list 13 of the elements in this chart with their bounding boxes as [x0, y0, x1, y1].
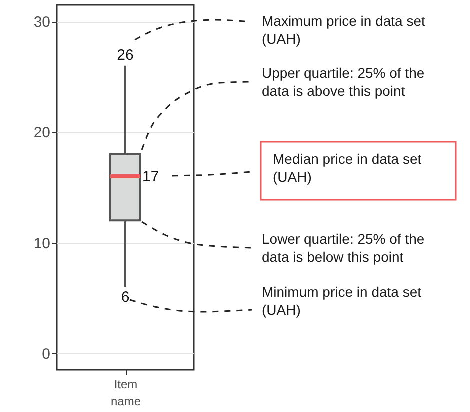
y-tick-label: 30	[34, 14, 50, 32]
y-tick-label: 20	[34, 124, 50, 142]
y-tick-label: 10	[34, 235, 50, 252]
text: Maximum price in data set (UAH)	[262, 13, 426, 47]
text: Minimum price in data set (UAH)	[262, 284, 422, 318]
annotation: 6	[121, 289, 130, 306]
text: Lower quartile: 25% of the data is below this point	[262, 231, 425, 265]
x-tick-label: Item name	[110, 378, 142, 408]
annotation: 17	[142, 168, 160, 186]
text: Median price in data set (UAH)	[273, 151, 422, 185]
y-tick-label: 0	[42, 346, 50, 363]
text: Upper quartile: 25% of the data is above this point	[262, 65, 425, 99]
annotation: 26	[117, 46, 134, 64]
